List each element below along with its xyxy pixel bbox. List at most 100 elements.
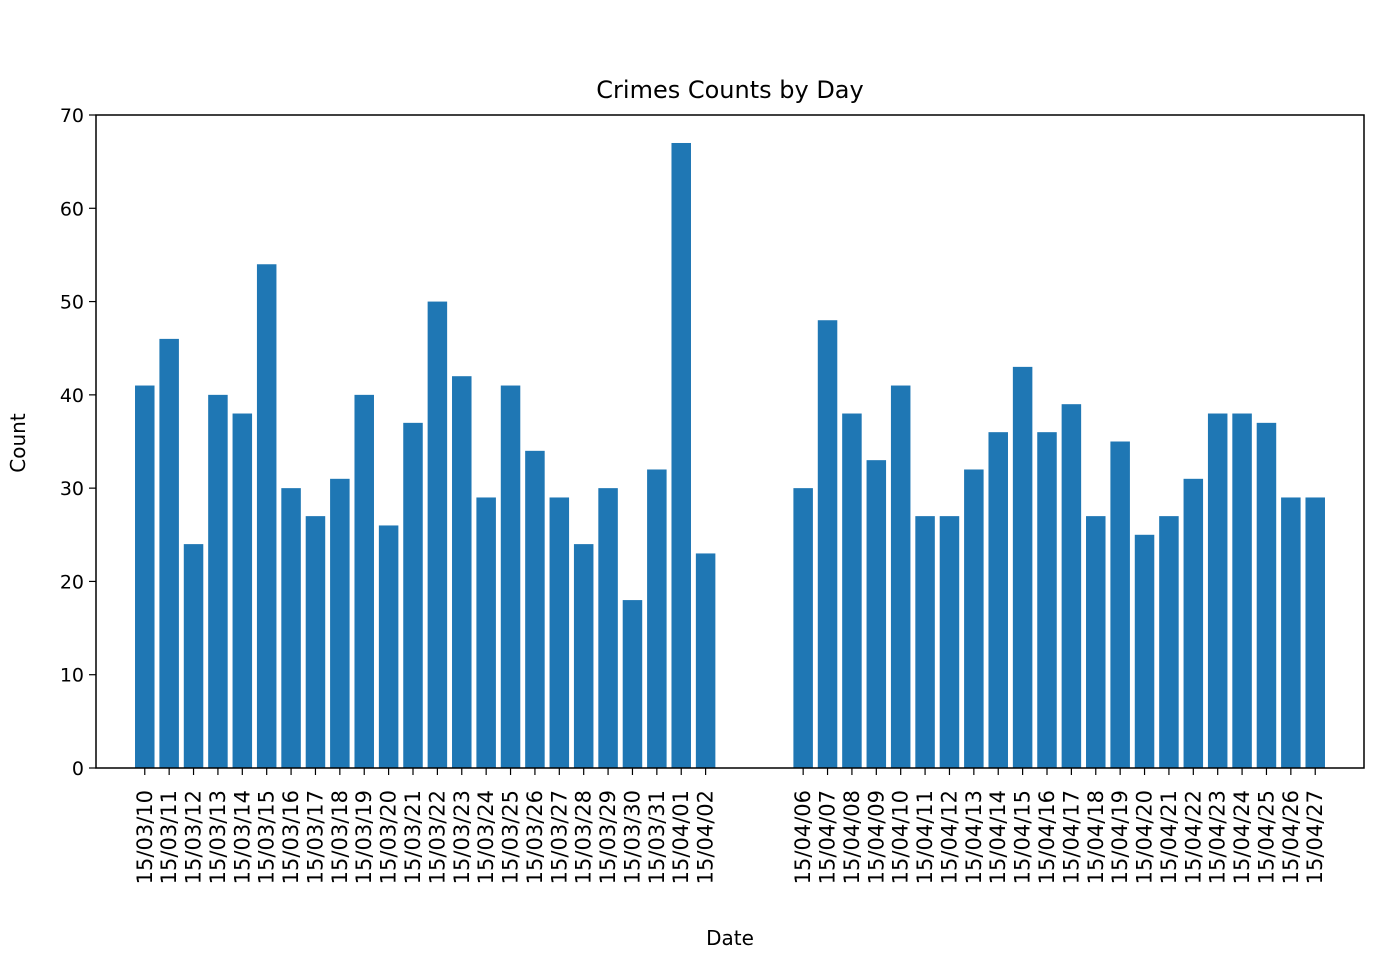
bar-15-03-24: [476, 497, 496, 768]
bar-15-03-31: [647, 469, 667, 768]
chart-title: Crimes Counts by Day: [596, 76, 863, 104]
bar-15-04-17: [1061, 404, 1082, 768]
bar-15-03-27: [549, 497, 570, 768]
x-tick-label: 15/03/17: [303, 790, 327, 884]
x-tick-label: 15/04/17: [1059, 790, 1083, 884]
x-tick-label: 15/03/31: [645, 790, 669, 884]
x-tick-label: 15/04/15: [1011, 790, 1035, 884]
bar-15-03-15: [256, 264, 277, 768]
bar-15-04-02: [695, 553, 716, 768]
bar-15-03-21: [403, 422, 423, 768]
x-tick-label: 15/03/22: [425, 790, 449, 884]
bar-15-03-28: [573, 544, 594, 768]
bar-15-04-14: [988, 432, 1008, 768]
bar-series: [135, 142, 1325, 768]
bar-15-04-22: [1183, 478, 1204, 768]
bar-15-04-15: [1012, 366, 1033, 768]
bar-15-03-10: [135, 385, 155, 768]
x-tick-label: 15/04/19: [1108, 790, 1132, 884]
x-tick-label: 15/04/13: [962, 790, 986, 884]
x-tick-label: 15/04/06: [791, 790, 815, 884]
y-tick-label: 60: [60, 198, 84, 220]
x-tick-label: 15/03/28: [572, 790, 596, 884]
x-axis-label: Date: [706, 926, 754, 950]
x-tick-label: 15/04/07: [816, 790, 840, 884]
x-tick-label: 15/04/20: [1133, 790, 1157, 884]
x-tick-label: 15/04/08: [840, 790, 864, 884]
y-tick-label: 50: [60, 292, 84, 314]
x-tick-label: 15/04/26: [1279, 790, 1303, 884]
y-axis-label: Count: [6, 413, 30, 473]
bar-15-04-13: [964, 469, 984, 768]
x-tick-label: 15/03/21: [401, 790, 425, 884]
bar-15-03-23: [452, 376, 472, 768]
bar-15-03-29: [598, 488, 618, 768]
x-tick-label: 15/03/19: [352, 790, 376, 884]
bar-15-03-18: [330, 478, 350, 768]
bar-15-04-21: [1159, 516, 1179, 768]
x-tick-label: 15/04/01: [669, 790, 693, 884]
x-tick-label: 15/03/11: [157, 790, 181, 884]
bar-15-03-22: [427, 301, 448, 768]
x-tick-label: 15/04/09: [864, 790, 888, 884]
bar-15-04-23: [1207, 413, 1228, 768]
bar-15-04-01: [671, 142, 691, 768]
bar-15-04-11: [915, 516, 935, 768]
x-tick-label: 15/03/16: [279, 790, 303, 884]
bar-15-04-08: [842, 413, 862, 768]
y-tick-label: 0: [72, 758, 84, 780]
bar-15-04-24: [1232, 413, 1252, 768]
bar-15-03-17: [305, 516, 326, 768]
x-tick-label: 15/04/12: [937, 790, 961, 884]
x-tick-label: 15/04/10: [889, 790, 913, 884]
x-tick-label: 15/03/18: [328, 790, 352, 884]
bar-15-04-06: [793, 488, 813, 768]
x-tick-label: 15/03/15: [255, 790, 279, 884]
x-tick-label: 15/04/22: [1181, 790, 1205, 884]
x-tick-label: 15/04/25: [1254, 790, 1278, 884]
bar-15-04-09: [866, 460, 887, 768]
bar-15-03-26: [525, 450, 545, 768]
x-tick-label: 15/03/30: [620, 790, 644, 884]
bar-15-03-20: [378, 525, 399, 768]
x-tick-label: 15/04/18: [1084, 790, 1108, 884]
x-tick-label: 15/03/23: [450, 790, 474, 884]
bar-15-04-27: [1305, 497, 1325, 768]
y-axis: 0 10 20 30 40 50 60 70: [60, 105, 96, 780]
x-tick-label: 15/03/10: [133, 790, 157, 884]
x-tick-label: 15/03/26: [523, 790, 547, 884]
bar-15-03-14: [232, 413, 253, 768]
x-tick-label: 15/04/21: [1157, 790, 1181, 884]
bar-15-03-19: [354, 394, 374, 768]
x-tick-label: 15/03/24: [474, 790, 498, 884]
bar-15-04-10: [890, 385, 911, 768]
x-tick-label: 15/03/12: [182, 790, 206, 884]
y-tick-label: 30: [60, 478, 84, 500]
bar-15-03-25: [500, 385, 521, 768]
x-tick-label: 15/04/16: [1035, 790, 1059, 884]
bar-15-04-07: [817, 320, 838, 768]
x-tick-label: 15/03/13: [206, 790, 230, 884]
bar-15-03-13: [208, 394, 228, 768]
bar-15-04-19: [1110, 441, 1130, 768]
x-tick-label: 15/03/20: [377, 790, 401, 884]
x-tick-label: 15/04/14: [986, 790, 1010, 884]
bar-15-04-25: [1256, 422, 1277, 768]
y-tick-label: 20: [60, 571, 84, 593]
y-tick-label: 40: [60, 385, 84, 407]
bar-15-03-16: [281, 488, 301, 768]
x-tick-label: 15/04/27: [1303, 790, 1327, 884]
bar-15-04-18: [1086, 516, 1106, 768]
x-tick-label: 15/04/11: [913, 790, 937, 884]
x-axis: 15/03/10 15/03/11 15/03/12 15/03/13 15/03/14…: [133, 768, 1327, 884]
x-tick-label: 15/04/23: [1206, 790, 1230, 884]
bar-15-03-12: [183, 544, 204, 768]
bar-15-04-26: [1281, 497, 1301, 768]
y-tick-label: 70: [60, 105, 84, 127]
y-tick-label: 10: [60, 665, 84, 687]
bar-15-04-12: [939, 516, 960, 768]
plot-frame: [95, 114, 1365, 769]
bar-15-03-30: [622, 600, 643, 768]
bar-15-04-20: [1134, 534, 1155, 768]
